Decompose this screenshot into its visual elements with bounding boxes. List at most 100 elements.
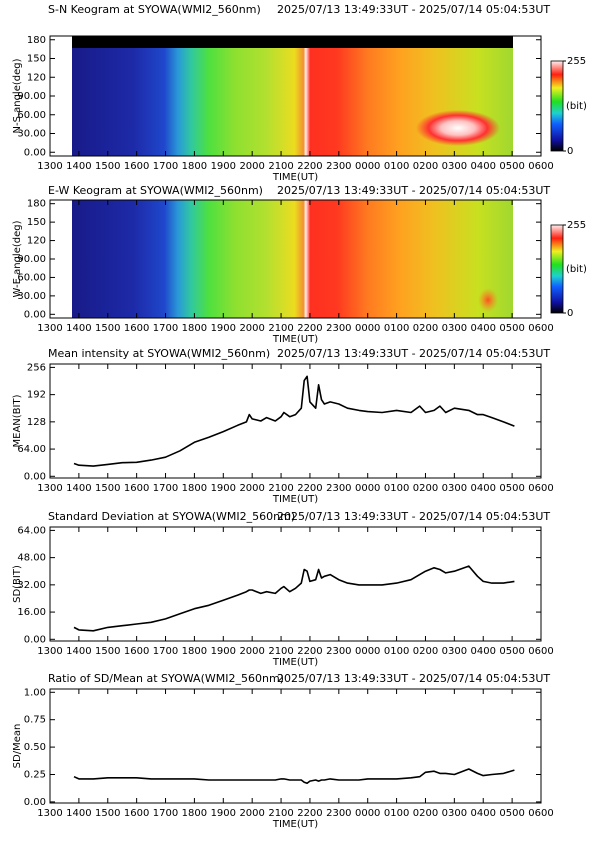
x-tick-label: 1900 — [211, 646, 236, 657]
colorbar — [550, 60, 564, 152]
aurora-patch — [416, 110, 500, 146]
x-tick-label: 1500 — [95, 808, 120, 819]
y-tick-label: 180 — [27, 199, 46, 210]
x-tick-label: 0500 — [499, 323, 524, 334]
y-tick-label: 90.00 — [17, 91, 46, 102]
chart-subtitle: 2025/07/13 13:49:33UT - 2025/07/14 05:04… — [277, 672, 550, 685]
x-tick-label: 2000 — [239, 808, 264, 819]
x-tick-label: 0000 — [355, 323, 380, 334]
y-tick-label: 180 — [27, 35, 46, 46]
x-tick-label: 1700 — [153, 483, 178, 494]
y-tick-label: 192 — [27, 390, 46, 401]
colorbar-tick-label: 255 — [567, 220, 586, 231]
colorbar-label: (bit) — [566, 264, 587, 275]
y-tick-label: 30.00 — [17, 291, 46, 302]
y-tick-label: 0.00 — [24, 471, 46, 482]
x-tick-label: 0600 — [528, 483, 553, 494]
y-tick-label: 0.00 — [24, 634, 46, 645]
y-tick-label: 150 — [27, 54, 46, 65]
chart-title: E-W Keogram at SYOWA(WMI2_560nm) — [48, 184, 263, 197]
x-tick-label: 0000 — [355, 646, 380, 657]
x-tick-label: 0200 — [413, 483, 438, 494]
chart-subtitle: 2025/07/13 13:49:33UT - 2025/07/14 05:04… — [277, 3, 550, 16]
x-tick-label: 0400 — [471, 323, 496, 334]
y-axis-label: N-S angle(deg) — [12, 58, 23, 133]
y-axis-label: W-E angle(deg) — [12, 220, 23, 297]
x-tick-label: 2300 — [326, 483, 351, 494]
y-tick-label: 60.00 — [17, 110, 46, 121]
y-tick-label: 150 — [27, 217, 46, 228]
x-tick-label: 2000 — [239, 323, 264, 334]
x-tick-label: 0400 — [471, 808, 496, 819]
y-tick-label: 90.00 — [17, 254, 46, 265]
x-tick-label: 0100 — [384, 808, 409, 819]
x-tick-label: 0000 — [355, 808, 380, 819]
x-tick-label: 1600 — [124, 483, 149, 494]
x-tick-label: 1700 — [153, 808, 178, 819]
x-tick-label: 0200 — [413, 323, 438, 334]
x-axis-label: TIME(UT) — [272, 494, 318, 505]
x-tick-label: 1500 — [95, 646, 120, 657]
colorbar-tick-label: 0 — [567, 146, 573, 157]
x-tick-label: 2200 — [297, 323, 322, 334]
y-tick-label: 64.00 — [17, 444, 46, 455]
x-tick-label: 2100 — [268, 323, 293, 334]
x-tick-label: 1400 — [66, 161, 91, 172]
x-tick-label: 0600 — [528, 808, 553, 819]
keogram-image — [72, 200, 513, 318]
x-tick-label: 0100 — [384, 646, 409, 657]
x-tick-label: 1600 — [124, 161, 149, 172]
y-tick-label: 0.50 — [24, 742, 46, 753]
x-tick-label: 2200 — [297, 161, 322, 172]
x-tick-label: 1400 — [66, 646, 91, 657]
x-axis-label: TIME(UT) — [272, 172, 318, 183]
x-axis-label: TIME(UT) — [272, 657, 318, 668]
x-tick-label: 1800 — [182, 323, 207, 334]
x-tick-label: 0100 — [384, 161, 409, 172]
data-line — [73, 565, 515, 632]
chart-title: Ratio of SD/Mean at SYOWA(WMI2_560nm) — [48, 672, 284, 685]
chart-title: S-N Keogram at SYOWA(WMI2_560nm) — [48, 3, 261, 16]
y-tick-label: 64.00 — [17, 525, 46, 536]
x-tick-label: 0000 — [355, 161, 380, 172]
x-tick-label: 0400 — [471, 161, 496, 172]
x-tick-label: 1400 — [66, 323, 91, 334]
x-tick-label: 2100 — [268, 808, 293, 819]
colorbar-label: (bit) — [566, 101, 587, 112]
x-tick-label: 2000 — [239, 646, 264, 657]
x-tick-label: 1300 — [37, 483, 62, 494]
x-tick-label: 0300 — [442, 483, 467, 494]
y-axis-label: MEAN(BIT) — [12, 394, 23, 447]
y-axis-label: SD/Mean — [12, 724, 23, 769]
y-axis-label: SD(BIT) — [12, 565, 23, 603]
plot-frame — [49, 526, 542, 642]
y-tick-label: 16.00 — [17, 607, 46, 618]
chart-subtitle: 2025/07/13 13:49:33UT - 2025/07/14 05:04… — [277, 510, 550, 523]
y-tick-label: 120 — [27, 72, 46, 83]
x-tick-label: 1300 — [37, 323, 62, 334]
x-tick-label: 1500 — [95, 323, 120, 334]
x-tick-label: 0600 — [528, 161, 553, 172]
x-tick-label: 2300 — [326, 323, 351, 334]
x-tick-label: 1600 — [124, 808, 149, 819]
x-tick-label: 1600 — [124, 646, 149, 657]
x-tick-label: 1600 — [124, 323, 149, 334]
x-tick-label: 1800 — [182, 161, 207, 172]
y-tick-label: 0.75 — [24, 715, 46, 726]
x-tick-label: 1400 — [66, 808, 91, 819]
x-tick-label: 1400 — [66, 483, 91, 494]
x-tick-label: 2200 — [297, 646, 322, 657]
x-tick-label: 0400 — [471, 646, 496, 657]
x-tick-label: 1300 — [37, 808, 62, 819]
x-tick-label: 2300 — [326, 808, 351, 819]
x-tick-label: 1800 — [182, 646, 207, 657]
x-tick-label: 1300 — [37, 646, 62, 657]
x-tick-label: 0500 — [499, 646, 524, 657]
y-tick-label: 128 — [27, 417, 46, 428]
y-tick-label: 48.00 — [17, 553, 46, 564]
x-tick-label: 1900 — [211, 808, 236, 819]
x-tick-label: 0300 — [442, 323, 467, 334]
y-tick-label: 0.00 — [24, 309, 46, 320]
colorbar-tick-label: 255 — [567, 56, 586, 67]
